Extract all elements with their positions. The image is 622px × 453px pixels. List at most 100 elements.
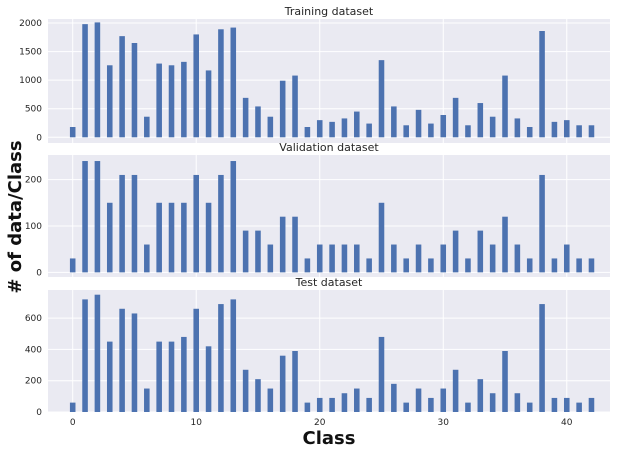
- bar: [181, 61, 187, 138]
- bar: [279, 355, 286, 412]
- bar: [354, 388, 360, 412]
- subplot-1: 0 500 1000 1500 2000 Training dataset: [19, 5, 610, 143]
- bar: [415, 244, 422, 273]
- bar: [452, 230, 459, 273]
- bar: [181, 336, 187, 412]
- y-tick-label: 500: [25, 105, 42, 115]
- bar: [131, 43, 138, 138]
- x-tick-label: 40: [561, 418, 573, 428]
- bar: [255, 379, 261, 412]
- bar: [539, 31, 545, 138]
- bar: [489, 393, 496, 412]
- y-tick-label: 400: [25, 345, 42, 355]
- bar: [218, 29, 224, 138]
- bar: [551, 121, 558, 138]
- subplot-title: Test dataset: [295, 276, 363, 289]
- bar: [144, 244, 150, 273]
- bar: [230, 161, 237, 273]
- y-tick-label: 200: [25, 176, 42, 186]
- bar: [391, 244, 397, 273]
- y-tick-label: 0: [36, 408, 42, 418]
- bar: [193, 308, 199, 412]
- bar: [131, 313, 138, 412]
- bar: [576, 125, 582, 138]
- bar: [316, 120, 323, 138]
- bar: [366, 258, 372, 273]
- x-tick-label: 0: [70, 418, 76, 428]
- bar: [378, 336, 385, 412]
- bar: [502, 351, 508, 412]
- bar: [588, 258, 595, 273]
- bar: [292, 216, 298, 273]
- bar: [341, 118, 348, 138]
- bar: [428, 397, 434, 412]
- bar: [267, 244, 274, 273]
- y-axis-label: # of data/Class: [5, 140, 26, 293]
- bar: [292, 351, 298, 412]
- bar: [279, 216, 286, 273]
- bar: [106, 65, 113, 138]
- bar: [242, 369, 249, 412]
- bar: [218, 304, 224, 412]
- bar: [82, 299, 88, 412]
- y-tick-label: 2000: [19, 19, 42, 29]
- y-tick-label: 600: [25, 314, 42, 324]
- bar: [502, 216, 508, 273]
- bar: [181, 202, 187, 273]
- bar: [403, 125, 409, 138]
- bar: [69, 402, 76, 412]
- bar: [514, 393, 521, 412]
- bar: [304, 258, 311, 273]
- bar: [156, 341, 162, 412]
- subplot-3: 0 200 400 600 Test dataset 0 10 20 30 40: [25, 276, 610, 428]
- x-tick-label: 20: [314, 418, 326, 428]
- bar: [316, 397, 323, 412]
- bar: [144, 116, 150, 138]
- bar: [514, 118, 521, 138]
- bar: [156, 202, 162, 273]
- bar: [477, 230, 484, 273]
- bar: [576, 258, 582, 273]
- bar: [563, 120, 570, 138]
- bar: [415, 109, 422, 138]
- bar: [230, 299, 237, 412]
- bar: [341, 393, 348, 412]
- bar: [131, 174, 138, 273]
- bar: [292, 75, 298, 138]
- bar: [94, 294, 101, 412]
- bar: [502, 75, 508, 138]
- bar: [119, 36, 125, 138]
- bar: [391, 106, 397, 138]
- bar: [168, 65, 175, 138]
- bar: [563, 397, 570, 412]
- x-tick-label: 30: [438, 418, 450, 428]
- bar: [539, 174, 545, 273]
- bar: [82, 24, 88, 138]
- bar: [428, 258, 434, 273]
- bar: [366, 397, 372, 412]
- bar: [465, 402, 471, 412]
- bar: [440, 388, 447, 412]
- bar: [329, 121, 335, 138]
- bar: [477, 379, 484, 412]
- subplot-title: Training dataset: [284, 5, 374, 18]
- x-tick-label: 10: [190, 418, 202, 428]
- bar: [119, 308, 125, 412]
- bar: [193, 34, 199, 138]
- bar: [539, 304, 545, 412]
- bar: [119, 174, 125, 273]
- bar: [526, 402, 533, 412]
- bar: [465, 258, 471, 273]
- bar: [489, 116, 496, 138]
- y-tick-label: 1500: [19, 48, 42, 58]
- bar: [106, 341, 113, 412]
- bar: [329, 244, 335, 273]
- bar: [304, 127, 311, 138]
- bar: [489, 244, 496, 273]
- bar: [193, 174, 199, 273]
- bar: [341, 244, 348, 273]
- bar: [391, 383, 397, 412]
- bar: [354, 244, 360, 273]
